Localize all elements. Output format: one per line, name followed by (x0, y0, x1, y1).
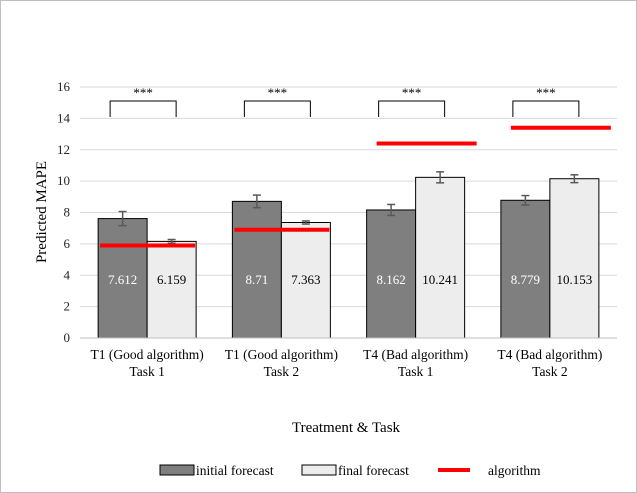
legend: initial forecast final forecast algorith… (159, 463, 541, 478)
y-axis-title: Predicted MAPE (34, 161, 50, 263)
data-label: 7.612 (108, 272, 137, 287)
y-tick-label: 8 (64, 205, 71, 220)
y-tick-label: 10 (57, 173, 70, 188)
bar-final-forecast (549, 178, 600, 339)
data-label: 6.159 (157, 272, 186, 287)
data-label: 8.71 (246, 272, 269, 287)
significance-label: *** (402, 85, 422, 100)
x-tick-label: T4 (Bad algorithm) (363, 347, 468, 362)
x-tick-label: T1 (Good algorithm) (225, 347, 338, 362)
bar-initial-forecast (97, 218, 148, 339)
y-tick-label: 12 (57, 142, 70, 157)
y-tick-label: 4 (64, 267, 71, 282)
y-tick-label: 0 (64, 330, 71, 345)
significance-label: *** (268, 85, 288, 100)
y-tick-label: 6 (64, 236, 71, 251)
x-tick-label: Task 2 (264, 364, 299, 379)
x-axis-title: Treatment & Task (292, 420, 401, 436)
bar-initial-forecast (500, 199, 551, 339)
data-label: 10.153 (557, 272, 593, 287)
axis-layer: 0 2 4 6 8 10 12 14 16 T1 (Good algorithm) Task 1 T1… (57, 79, 617, 379)
x-tick-label: T1 (Good algorithm) (91, 347, 204, 362)
x-tick-label: T4 (Bad algorithm) (497, 347, 602, 362)
significance-label: *** (536, 85, 556, 100)
x-tick-label: Task 1 (398, 364, 433, 379)
significance-label: *** (133, 85, 153, 100)
x-tick-label: Task 2 (532, 364, 567, 379)
significance-layer: *** *** *** *** (109, 85, 580, 117)
significance-bracket (109, 100, 177, 117)
data-label: 8.162 (377, 272, 406, 287)
significance-bracket (243, 100, 311, 117)
bar-initial-forecast (231, 200, 282, 339)
y-tick-label: 16 (57, 79, 71, 94)
bar-final-forecast (146, 240, 197, 339)
significance-bracket (378, 100, 446, 117)
y-tick-label: 14 (57, 110, 71, 125)
y-tick-label: 2 (64, 299, 71, 314)
bar-final-forecast (280, 221, 331, 339)
data-label: 8.779 (511, 272, 540, 287)
data-label: 10.241 (422, 272, 458, 287)
significance-bracket (512, 100, 580, 117)
algorithm-layer (100, 125, 611, 248)
data-label: 7.363 (291, 272, 320, 287)
legend-swatch-initial-forecast (159, 464, 195, 476)
bars-layer: 7.612 6.159 8.71 7.363 8.162 10.241 8.779 10.15… (97, 171, 600, 339)
legend-label-initial-forecast: initial forecast (196, 463, 274, 478)
legend-label-algorithm: algorithm (488, 463, 541, 478)
legend-label-final-forecast: final forecast (338, 463, 409, 478)
legend-swatch-final-forecast (301, 464, 337, 476)
x-tick-label: Task 1 (129, 364, 164, 379)
bar-final-forecast (415, 176, 466, 339)
